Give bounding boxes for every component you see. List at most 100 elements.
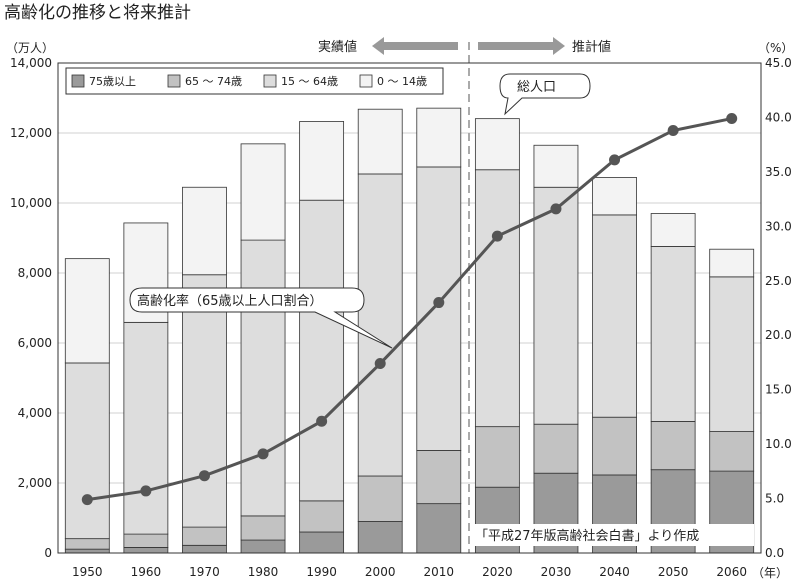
bar-segment xyxy=(474,169,520,428)
x-tick-label: 2020 xyxy=(482,565,513,579)
bar-segment xyxy=(416,450,462,505)
bar-segment xyxy=(357,108,403,175)
total-population-label: 総人口 xyxy=(517,80,556,95)
bar-segment xyxy=(240,515,286,541)
bar-segment xyxy=(416,107,462,168)
y-left-tick-label: 0 xyxy=(44,546,52,560)
actual-label: 実績値 xyxy=(318,39,357,55)
legend-swatch xyxy=(263,74,277,88)
aging-rate-point xyxy=(550,203,562,215)
bar-segment xyxy=(474,118,520,171)
bar-segment xyxy=(357,173,403,477)
bar-segment xyxy=(357,475,403,522)
bar-segment xyxy=(299,500,345,533)
x-tick-label: 2040 xyxy=(599,565,630,579)
legend-label: 65 ～ 74歳 xyxy=(185,75,242,88)
plot-frame xyxy=(57,62,762,554)
bar-segment xyxy=(182,526,227,546)
y-left-tick-label: 2,000 xyxy=(18,476,52,490)
y-right-tick-label: 5.0 xyxy=(765,492,784,506)
x-tick-label: 2010 xyxy=(424,565,455,579)
aging-rate-line xyxy=(81,113,738,506)
x-tick-label: 1970 xyxy=(189,565,220,579)
projection-label: 推計値 xyxy=(572,39,611,55)
bar-segment xyxy=(650,245,696,422)
legend-box xyxy=(65,67,444,95)
bar-segment xyxy=(299,121,345,201)
aging-rate-point xyxy=(491,230,503,242)
bar-segment xyxy=(240,143,286,241)
bar-segment xyxy=(592,214,637,418)
aging-rate-point xyxy=(609,154,621,166)
total-population-callout: 総人口 xyxy=(499,73,591,116)
bar-segment xyxy=(709,431,755,472)
bars xyxy=(64,107,755,554)
chart-title: 高齢化の推移と将来推計 xyxy=(4,3,191,23)
x-tick-label: 2000 xyxy=(365,565,396,579)
aging-rate-point xyxy=(726,113,738,125)
source-note: 「平成27年版高齢社会白書」より作成 xyxy=(472,524,754,546)
bar-segment xyxy=(650,420,696,471)
y-left-axis: 0 2,000 4,000 6,000 8,000 10,000 12,000 14,000 xyxy=(10,56,52,560)
legend-label: 15 ～ 64歳 xyxy=(281,75,338,88)
y-left-unit: （万人） xyxy=(6,41,54,55)
bar-segment xyxy=(182,186,227,276)
y-right-tick-label: 20.0 xyxy=(765,328,792,342)
y-right-tick-label: 30.0 xyxy=(765,219,792,233)
y-right-unit: （%） xyxy=(758,41,793,55)
bar-segment xyxy=(182,274,227,528)
x-tick-label: 1980 xyxy=(248,565,279,579)
actual-arrow: 実績値 xyxy=(318,37,458,55)
y-right-tick-label: 15.0 xyxy=(765,383,792,397)
y-left-tick-label: 10,000 xyxy=(10,196,52,210)
x-tick-label: 2050 xyxy=(658,565,689,579)
y-left-tick-label: 12,000 xyxy=(10,126,52,140)
bar-segment xyxy=(416,166,462,451)
bar-segment xyxy=(240,239,286,517)
y-right-tick-label: 35.0 xyxy=(765,165,792,179)
source-label: 「平成27年版高齢社会白書」より作成 xyxy=(475,528,699,544)
y-left-tick-label: 4,000 xyxy=(18,406,52,420)
bar-segment xyxy=(592,177,637,216)
x-axis: 1950 1960 1970 1980 1990 2000 2010 2020 2030 2040… xyxy=(72,565,747,579)
aging-rate-label: 高齢化率（65歳以上人口割合） xyxy=(137,293,323,309)
legend-swatch xyxy=(359,74,373,88)
bar-segment xyxy=(416,503,462,554)
bar-segment xyxy=(64,548,110,554)
bar-segment xyxy=(182,544,227,554)
aging-rate-point xyxy=(316,415,328,427)
y-right-tick-label: 45.0 xyxy=(765,56,792,70)
y-left-tick-label: 8,000 xyxy=(18,266,52,280)
bar-segment xyxy=(123,547,169,554)
legend: 75歳以上 65 ～ 74歳 15 ～ 64歳 0 ～ 14歳 xyxy=(65,67,444,95)
x-unit: （年） xyxy=(752,566,788,580)
y-right-tick-label: 25.0 xyxy=(765,274,792,288)
bar-segment xyxy=(533,186,579,425)
aging-rate-point xyxy=(198,470,210,482)
aging-rate-point xyxy=(140,485,152,497)
aging-rate-point xyxy=(667,125,679,137)
bar-segment xyxy=(533,423,579,474)
y-left-tick-label: 6,000 xyxy=(18,336,52,350)
aging-rate-point xyxy=(81,494,93,506)
x-tick-label: 2030 xyxy=(541,565,572,579)
x-tick-label: 1990 xyxy=(306,565,337,579)
bar-segment xyxy=(650,213,696,247)
legend-swatch xyxy=(167,74,181,88)
y-right-tick-label: 10.0 xyxy=(765,437,792,451)
aging-rate-callout: 高齢化率（65歳以上人口割合） xyxy=(129,287,393,349)
legend-label: 75歳以上 xyxy=(89,75,136,88)
legend-swatch xyxy=(71,74,85,88)
x-tick-label: 1960 xyxy=(131,565,162,579)
aging-rate-polyline xyxy=(87,117,733,502)
x-tick-label: 2060 xyxy=(716,565,747,579)
aging-rate-point xyxy=(257,448,269,460)
bar-segment xyxy=(357,521,403,554)
bar-segment xyxy=(123,321,169,535)
y-right-axis: 0.0 5.0 10.0 15.0 20.0 25.0 30.0 35.0 40.0 45.0 xyxy=(765,56,792,560)
bar-segment xyxy=(64,362,110,540)
bar-segment xyxy=(123,533,169,548)
bar-segment xyxy=(240,539,286,554)
bar-segment xyxy=(64,538,110,550)
